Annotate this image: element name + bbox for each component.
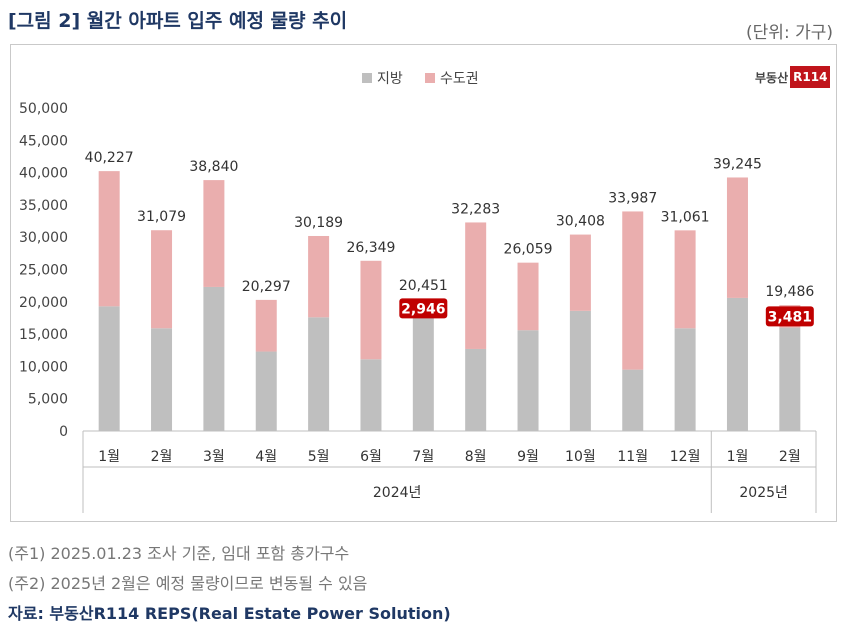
bar-sudokwon <box>308 235 330 318</box>
total-label: 39,245 <box>713 156 762 172</box>
x-tick-label: 3월 <box>203 449 225 465</box>
logo-text: 부동산 <box>755 70 789 85</box>
footnote-1: (주1) 2025.01.23 조사 기준, 임대 포함 총가구수 <box>8 544 350 563</box>
legend-swatch-jibang <box>362 73 372 83</box>
highlight-label-bg <box>399 298 448 319</box>
chart-panel: 50,000 45,000 40,000 35,000 30,000 25,000 20,0… <box>10 44 837 522</box>
x-tick-label: 12월 <box>670 449 701 465</box>
total-label: 30,408 <box>556 214 605 230</box>
total-label: 31,061 <box>661 209 710 225</box>
total-label: 32,283 <box>451 201 500 217</box>
x-tick-label: 5월 <box>308 449 330 465</box>
bar-jibang <box>569 310 591 431</box>
y-tick-label: 25,000 <box>19 263 68 279</box>
y-tick-label: 40,000 <box>19 166 68 182</box>
bar-jibang <box>517 330 539 431</box>
brand-logo: 부동산 R114 <box>755 66 831 88</box>
source-label: 자료: 부동산R114 REPS(Real Estate Power Solut… <box>8 604 451 623</box>
total-label: 33,987 <box>608 190 657 206</box>
y-tick-label: 35,000 <box>19 198 68 214</box>
footnote-2: (주2) 2025년 2월은 예정 물량이므로 변동될 수 있음 <box>8 574 368 593</box>
y-tick-label: 15,000 <box>19 327 68 343</box>
bar-sudokwon <box>203 180 225 287</box>
x-tick-label: 10월 <box>565 449 596 465</box>
bar-jibang <box>360 359 382 431</box>
bar-sudokwon <box>569 234 591 311</box>
bar-jibang <box>412 317 434 431</box>
x-tick-label: 2월 <box>151 449 173 465</box>
bar-jibang <box>779 327 801 431</box>
legend-swatch-sudokwon <box>425 73 435 83</box>
bar-jibang <box>465 348 487 431</box>
bar-sudokwon <box>98 171 120 307</box>
bar-jibang <box>622 369 644 431</box>
total-label: 30,189 <box>294 215 343 231</box>
total-label: 31,079 <box>137 209 186 225</box>
logo-box: R114 <box>790 66 831 88</box>
y-tick-label: 5,000 <box>28 392 68 408</box>
bar-jibang <box>203 286 225 431</box>
y-tick-label: 0 <box>59 424 68 440</box>
total-label: 26,059 <box>504 242 553 258</box>
total-label: 19,486 <box>765 284 814 300</box>
bar-jibang <box>151 328 173 431</box>
x-tick-label: 8월 <box>465 449 487 465</box>
y-tick-label: 50,000 <box>19 101 68 117</box>
x-tick-label: 7월 <box>412 449 434 465</box>
legend-item-sudokwon: 수도권 <box>425 68 479 88</box>
year-group-label: 2024년 <box>373 485 422 501</box>
bar-sudokwon <box>517 262 539 331</box>
bar-sudokwon <box>674 230 696 329</box>
chart-svg: 50,000 45,000 40,000 35,000 30,000 25,000 20,0… <box>19 101 817 513</box>
highlight-label: 3,481 <box>768 309 812 325</box>
x-tick-label: 6월 <box>360 449 382 465</box>
bar-sudokwon <box>726 177 748 298</box>
total-label: 20,451 <box>399 278 448 294</box>
bar-jibang <box>255 351 277 431</box>
x-tick-label: 2월 <box>779 449 801 465</box>
highlight-label-bg <box>765 306 814 327</box>
x-tick-label: 1월 <box>98 449 120 465</box>
bar-jibang <box>308 317 330 431</box>
legend-label-jibang: 지방 <box>377 71 403 87</box>
total-label: 26,349 <box>346 240 395 256</box>
y-tick-label: 30,000 <box>19 230 68 246</box>
x-tick-label: 1월 <box>727 449 749 465</box>
bar-sudokwon <box>360 260 382 360</box>
bar-sudokwon <box>151 230 173 329</box>
legend-label-sudokwon: 수도권 <box>440 71 479 87</box>
unit-label: (단위: 가구) <box>746 23 833 43</box>
chart-title: [그림 2] 월간 아파트 입주 예정 물량 추이 <box>8 10 348 32</box>
bar-sudokwon <box>622 211 644 370</box>
y-tick-label: 10,000 <box>19 359 68 375</box>
highlight-label: 2,946 <box>401 301 445 317</box>
total-label: 20,297 <box>242 279 291 295</box>
y-tick-label: 20,000 <box>19 295 68 311</box>
bar-sudokwon <box>255 299 277 352</box>
x-tick-label: 11월 <box>617 449 648 465</box>
x-tick-label: 4월 <box>255 449 277 465</box>
bar-jibang <box>726 297 748 431</box>
bar-jibang <box>98 306 120 431</box>
bar-sudokwon <box>465 222 487 349</box>
x-tick-label: 9월 <box>517 449 539 465</box>
y-tick-label: 45,000 <box>19 133 68 149</box>
year-group-label: 2025년 <box>739 485 788 501</box>
total-label: 38,840 <box>189 159 238 175</box>
bar-jibang <box>674 328 696 431</box>
total-label: 40,227 <box>85 150 134 166</box>
legend-item-jibang: 지방 <box>362 68 403 88</box>
